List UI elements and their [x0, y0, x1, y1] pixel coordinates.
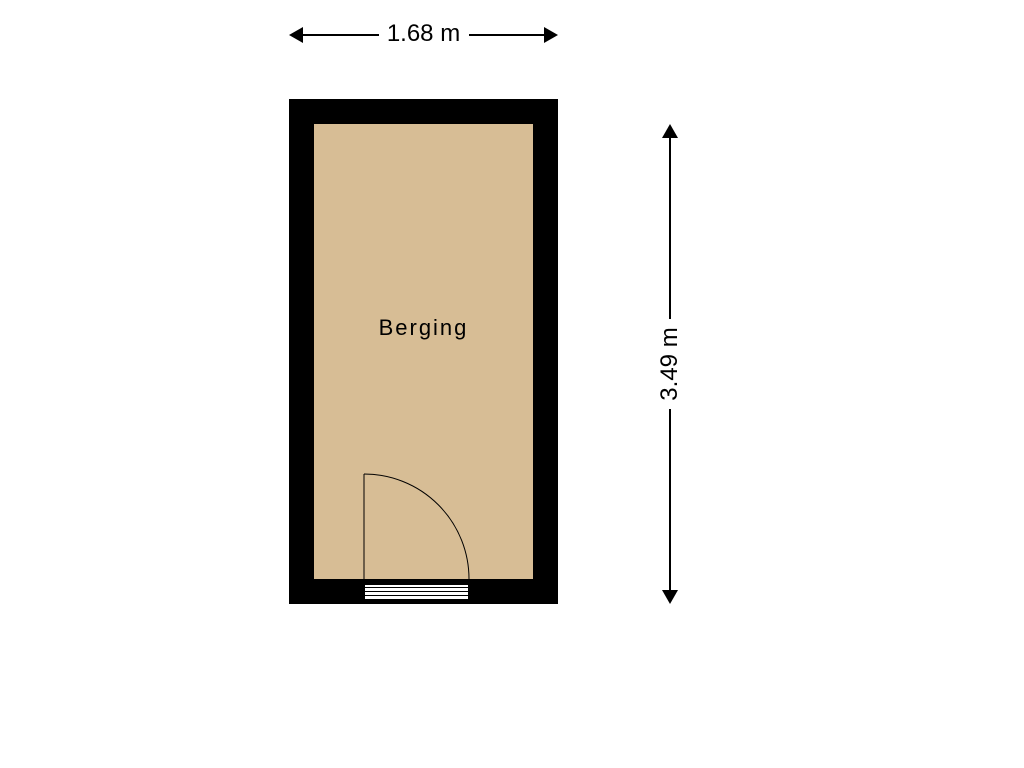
door-swing-arc: [362, 472, 471, 581]
width-dim-line-left: [303, 34, 379, 36]
door-threshold: [364, 584, 469, 600]
height-dim-line-bottom: [669, 409, 671, 590]
floorplan-canvas: Berging 1.68 m 3.49 m: [0, 0, 1024, 768]
width-dim-label: 1.68 m: [379, 20, 469, 48]
width-dim-arrow-right: [544, 27, 558, 43]
width-dim-arrow-left: [289, 27, 303, 43]
room-label: Berging: [314, 315, 533, 341]
height-dim-label: 3.49 m: [656, 319, 684, 409]
height-dim-arrow-top: [662, 124, 678, 138]
height-dim-line-top: [669, 138, 671, 319]
width-dim-line-right: [469, 34, 545, 36]
height-dim-arrow-bottom: [662, 590, 678, 604]
